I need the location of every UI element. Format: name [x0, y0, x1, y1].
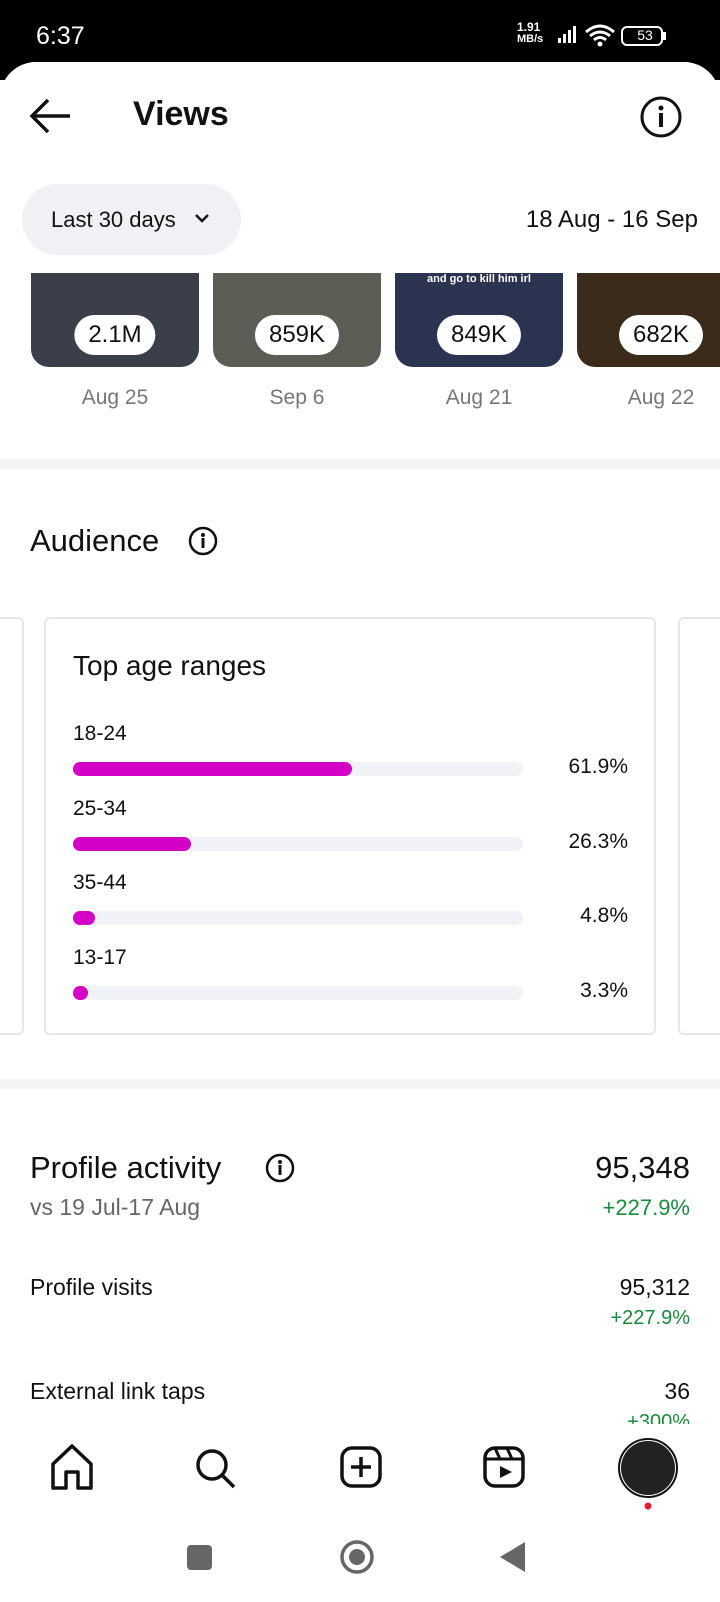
bar: [73, 762, 352, 776]
age-label: 35-44: [73, 871, 127, 894]
total-change: +227.9%: [602, 1195, 690, 1220]
row-label: External link taps: [30, 1378, 206, 1404]
separator: [0, 1079, 720, 1089]
section-title: Audience: [30, 523, 160, 558]
info-icon[interactable]: [187, 525, 219, 557]
info-button[interactable]: [638, 94, 684, 140]
percent: 61.9%: [568, 755, 628, 778]
thumbnail: 2.1M: [31, 273, 199, 367]
card-title: Top age ranges: [73, 650, 267, 681]
thumb-date: Aug 25: [81, 386, 149, 409]
view-count: 859K: [254, 315, 340, 355]
view-count: 682K: [618, 315, 704, 355]
battery: 53: [637, 27, 653, 43]
thumb-date: Aug 22: [627, 386, 695, 409]
next-card: [678, 617, 720, 1035]
back-button[interactable]: [28, 96, 74, 136]
comparison: vs 19 Jul-17 Aug: [30, 1194, 201, 1220]
date-range: 18 Aug - 16 Sep: [525, 206, 698, 233]
bar-track: [73, 911, 523, 925]
age-label: 13-17: [73, 945, 127, 969]
age-label: 25-34: [73, 796, 127, 820]
section-title: Profile activity: [30, 1150, 222, 1185]
thumb-date: Aug 21: [445, 386, 513, 409]
thumbnail: 859K: [213, 273, 381, 367]
status-icons: [558, 24, 666, 47]
percent: 4.8%: [580, 904, 628, 927]
view-count: 849K: [436, 315, 522, 355]
view-count: 2.1M: [74, 315, 156, 355]
percent: 3.3%: [580, 978, 628, 1002]
page-title: Views: [133, 95, 229, 133]
caption: and go to kill him irl: [427, 273, 531, 285]
row-value: 95,312: [619, 1274, 690, 1300]
clock: 6:37: [36, 22, 85, 50]
bar: [73, 911, 95, 925]
separator: [0, 459, 720, 469]
row-label: Profile visits: [30, 1274, 153, 1300]
percent: 26.3%: [568, 829, 628, 853]
range-label[interactable]: Last 30 days: [51, 207, 176, 232]
info-icon[interactable]: [264, 1152, 296, 1184]
thumb-date: Sep 6: [269, 386, 325, 409]
total: 95,348: [595, 1150, 690, 1185]
nav-icons: [51, 1438, 678, 1574]
age-card: [44, 617, 656, 1035]
row-change: +227.9%: [610, 1307, 690, 1329]
age-label: 18-24: [73, 722, 127, 745]
bar-track: [73, 985, 523, 1000]
row-value: 36: [664, 1378, 690, 1404]
bar: [73, 985, 88, 1000]
prev-card: [0, 617, 24, 1035]
speed: 1.91: [517, 20, 541, 34]
thumbnail: 682K: [577, 273, 720, 367]
thumbnail: and go to kill him irl 849K: [395, 273, 563, 367]
speed-unit: MB/s: [517, 33, 544, 45]
bar: [73, 836, 192, 851]
chevron: [195, 214, 209, 223]
